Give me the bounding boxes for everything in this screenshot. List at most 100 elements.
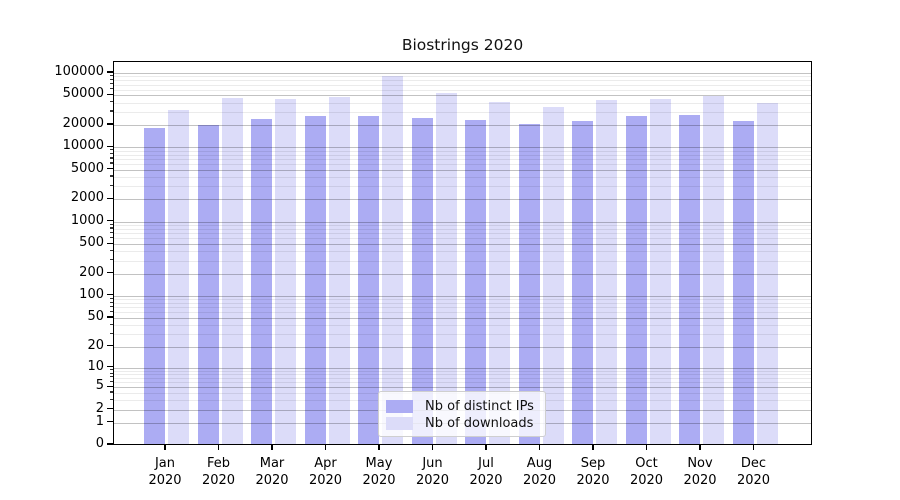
- legend-row-downloads: Nb of downloads: [386, 415, 537, 432]
- y-tick-mark: [107, 345, 113, 347]
- y-tick-mark: [107, 197, 113, 199]
- y-tick-label: 20: [87, 337, 104, 353]
- bar-downloads-dec: [756, 103, 778, 444]
- y-tick-mark: [107, 272, 113, 274]
- y-minor-tick-mark: [110, 249, 113, 251]
- minor-gridline: [114, 251, 811, 253]
- y-tick-label: 2: [95, 400, 104, 416]
- bar-downloads-sep: [596, 99, 617, 444]
- y-tick-mark: [107, 123, 113, 125]
- major-gridline: [114, 147, 811, 149]
- y-tick-mark: [107, 421, 113, 423]
- y-tick-mark: [107, 385, 113, 387]
- x-tick-label-may: May 2020: [362, 456, 396, 488]
- major-gridline: [114, 221, 811, 223]
- bar-downloads-nov: [703, 95, 724, 444]
- major-gridline: [114, 346, 811, 348]
- minor-gridline: [114, 377, 811, 379]
- y-tick-mark: [107, 443, 113, 445]
- bar-downloads-jan: [168, 109, 189, 444]
- bars-layer: [114, 62, 811, 444]
- y-tick-mark: [107, 168, 113, 170]
- bar-downloads-oct: [649, 98, 671, 444]
- minor-gridline: [114, 228, 811, 230]
- major-gridline: [114, 125, 811, 126]
- x-tick-mark: [538, 445, 541, 450]
- bar-distinct-ips-jul: [465, 119, 486, 444]
- minor-gridline: [114, 186, 811, 188]
- minor-gridline: [114, 111, 811, 113]
- minor-gridline: [114, 150, 811, 152]
- y-minor-tick-mark: [110, 223, 113, 225]
- y-minor-tick-mark: [110, 175, 113, 177]
- minor-gridline: [114, 158, 811, 160]
- grid-layer: [114, 62, 811, 444]
- x-tick-label-sep: Sep 2020: [576, 456, 610, 488]
- y-tick-label: 10: [87, 358, 104, 374]
- bar-downloads-apr: [328, 96, 350, 444]
- y-tick-label: 50000: [62, 86, 104, 102]
- legend-label-distinct-ips: Nb of distinct IPs: [425, 399, 534, 414]
- minor-gridline: [114, 80, 811, 82]
- major-gridline: [114, 169, 811, 171]
- y-minor-tick-mark: [110, 391, 113, 393]
- x-tick-mark: [324, 445, 327, 450]
- y-tick-mark: [107, 365, 113, 368]
- minor-gridline: [114, 225, 811, 227]
- y-minor-tick-mark: [110, 78, 113, 80]
- y-minor-tick-mark: [110, 376, 113, 378]
- x-tick-mark: [645, 445, 648, 450]
- x-tick-mark: [592, 445, 594, 450]
- minor-gridline: [114, 374, 811, 375]
- x-tick-mark: [752, 445, 755, 450]
- major-gridline: [114, 387, 811, 389]
- y-tick-mark: [107, 93, 113, 95]
- y-tick-label: 100000: [54, 64, 104, 79]
- minor-gridline: [114, 382, 811, 384]
- minor-gridline: [114, 260, 811, 262]
- x-tick-label-feb: Feb 2020: [201, 456, 236, 488]
- y-tick-mark: [107, 242, 113, 244]
- x-tick-mark: [378, 445, 380, 450]
- y-tick-mark: [107, 71, 113, 73]
- x-tick-mark: [485, 445, 487, 450]
- legend: Nb of distinct IPs Nb of downloads: [378, 391, 546, 437]
- y-minor-tick-mark: [110, 301, 113, 303]
- y-minor-tick-mark: [110, 74, 113, 77]
- minor-gridline: [114, 84, 811, 86]
- y-minor-tick-mark: [110, 297, 113, 299]
- bar-distinct-ips-nov: [679, 114, 700, 444]
- minor-gridline: [114, 176, 811, 178]
- x-tick-label-dec: Dec 2020: [736, 456, 771, 488]
- bar-downloads-feb: [221, 98, 243, 444]
- major-gridline: [114, 73, 811, 74]
- minor-gridline: [114, 233, 811, 235]
- bar-distinct-ips-apr: [304, 115, 326, 444]
- chart-title: Biostrings 2020: [401, 36, 524, 54]
- major-gridline: [114, 317, 811, 319]
- minor-gridline: [114, 312, 811, 314]
- legend-row-distinct-ips: Nb of distinct IPs: [386, 398, 537, 415]
- y-minor-tick-mark: [110, 227, 113, 229]
- y-tick-label: 50: [87, 308, 104, 324]
- y-tick-label: 5: [95, 378, 104, 394]
- major-gridline: [114, 199, 811, 201]
- y-minor-tick-mark: [110, 83, 113, 85]
- bar-distinct-ips-jun: [411, 118, 433, 444]
- bar-downloads-jun: [435, 93, 457, 444]
- x-tick-mark: [431, 445, 434, 450]
- minor-gridline: [114, 102, 811, 104]
- bar-distinct-ips-oct: [625, 115, 647, 444]
- y-tick-mark: [107, 407, 113, 410]
- x-tick-label-oct: Oct 2020: [629, 456, 664, 488]
- major-gridline: [114, 295, 811, 297]
- y-minor-tick-mark: [110, 231, 113, 233]
- x-tick-label-mar: Mar 2020: [255, 456, 289, 488]
- minor-gridline: [114, 154, 811, 156]
- minor-gridline: [114, 89, 811, 91]
- major-gridline: [114, 95, 811, 97]
- y-tick-mark: [107, 294, 113, 296]
- y-tick-label: 1000: [70, 212, 104, 228]
- minor-gridline: [114, 334, 811, 336]
